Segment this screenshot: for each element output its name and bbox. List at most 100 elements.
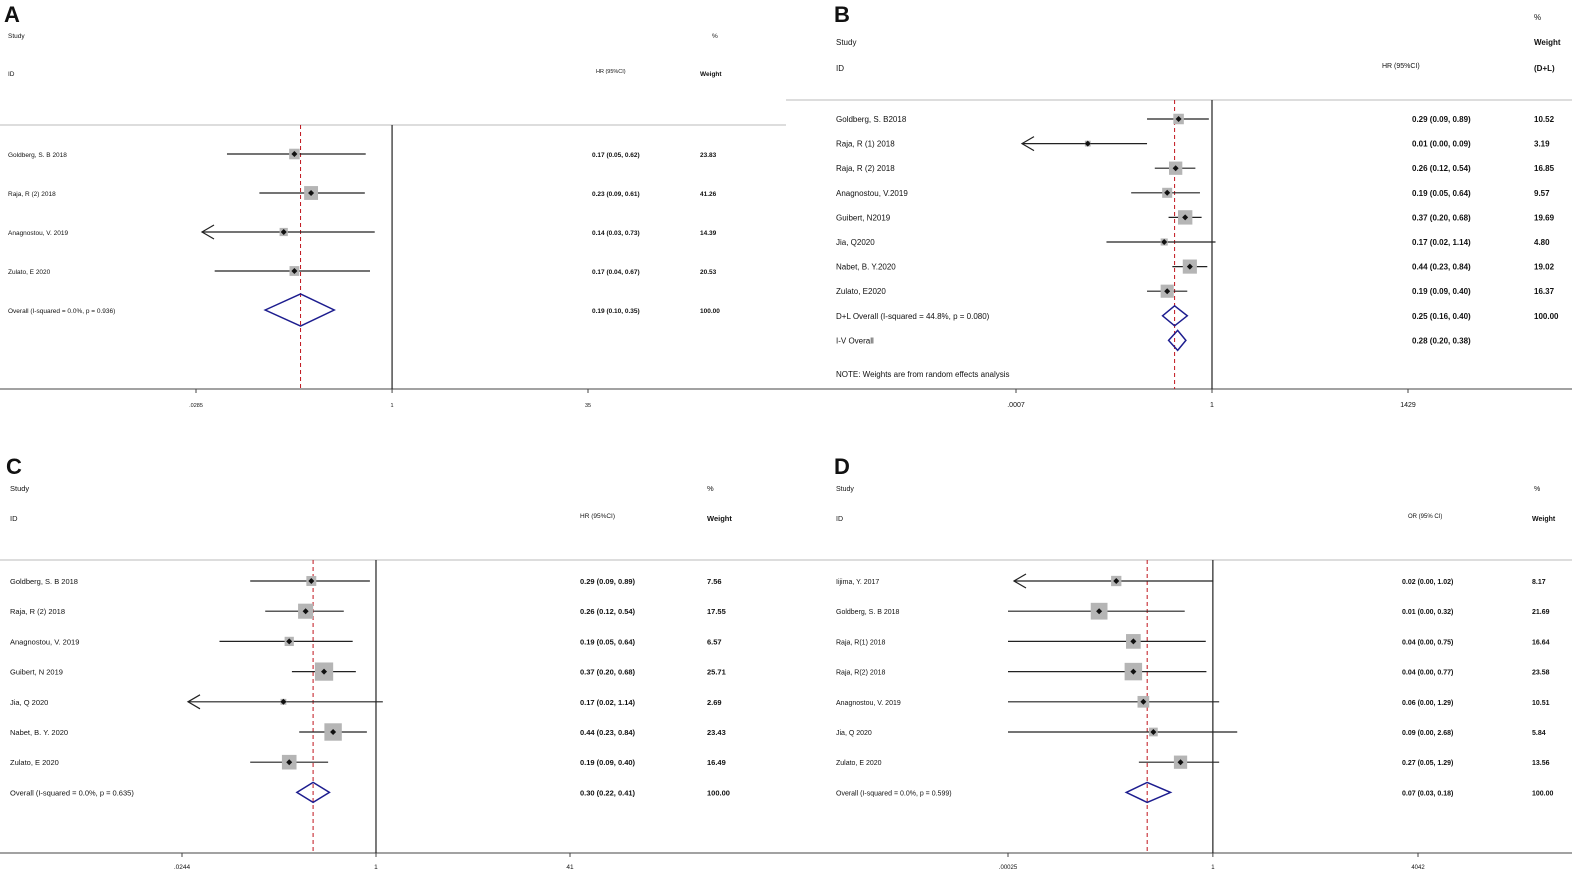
weight-value: 16.64 xyxy=(1532,639,1550,646)
pooled-weight-value: 100.00 xyxy=(700,308,720,315)
x-tick-label: 1429 xyxy=(1400,402,1416,409)
ci-value: 0.19 (0.05, 0.64) xyxy=(580,637,636,646)
ci-value: 0.17 (0.02, 1.14) xyxy=(1412,238,1471,247)
panel-letter: A xyxy=(4,2,20,27)
ci-value: 0.01 (0.00, 0.09) xyxy=(1412,140,1471,149)
pooled-row: I-V Overall 0.28 (0.20, 0.38) xyxy=(836,329,1471,352)
ci-arrow-icon xyxy=(200,224,215,240)
point-estimate xyxy=(308,190,315,196)
study-label: Raja, R (2) 2018 xyxy=(836,164,895,173)
study-label: Raja, R (1) 2018 xyxy=(836,140,895,149)
study-row: Raja, R (2) 2018 0.23 (0.09, 0.61) 41.26 xyxy=(8,186,717,200)
study-row: Anagnostou, V.2019 0.19 (0.05, 0.64) 9.57 xyxy=(836,187,1550,198)
pooled-diamond xyxy=(1124,781,1173,804)
forest-svg: A Study ID% Weight HR (95%CI) .0285 1 35 Goldber… xyxy=(0,2,786,409)
study-row: Jia, Q2020 0.17 (0.02, 1.14) 4.80 xyxy=(836,238,1550,247)
study-row: Jia, Q 2020 0.17 (0.02, 1.14) 2.69 xyxy=(10,694,722,710)
ci-value: 0.37 (0.20, 0.68) xyxy=(1412,213,1471,222)
ci-value: 0.27 (0.05, 1.29) xyxy=(1402,760,1453,767)
point-estimate xyxy=(1164,288,1171,295)
point-estimate xyxy=(1177,759,1184,766)
header-measure: HR (95%CI) xyxy=(580,513,615,520)
header-weight: Weight xyxy=(700,71,722,78)
forest-svg: D Study ID% Weight OR (95% CI) .00025 1 4042 Iij… xyxy=(786,454,1572,871)
pooled-diamond xyxy=(1161,304,1189,327)
ci-value: 0.26 (0.12, 0.54) xyxy=(580,607,636,616)
pooled-ci-value: 0.07 (0.03, 0.18) xyxy=(1402,790,1453,797)
pooled-ci-value: 0.28 (0.20, 0.38) xyxy=(1412,336,1471,345)
ci-value: 0.29 (0.09, 0.89) xyxy=(1412,115,1471,124)
study-row: Guibert, N2019 0.37 (0.20, 0.68) 19.69 xyxy=(836,210,1555,225)
pooled-ci-value: 0.25 (0.16, 0.40) xyxy=(1412,312,1471,321)
weight-value: 19.02 xyxy=(1534,263,1555,272)
header-study: Study xyxy=(836,486,854,493)
ci-value: 0.04 (0.00, 0.77) xyxy=(1402,670,1453,677)
x-tick-label: .0285 xyxy=(189,403,203,409)
pooled-diamond xyxy=(1167,329,1187,352)
weight-value: 21.69 xyxy=(1532,609,1550,616)
ci-value: 0.19 (0.05, 0.64) xyxy=(1412,189,1471,198)
ci-value: 0.06 (0.00, 1.29) xyxy=(1402,700,1453,707)
x-tick-label: .0244 xyxy=(174,864,191,871)
ci-value: 0.23 (0.09, 0.61) xyxy=(592,191,640,198)
ci-value: 0.04 (0.00, 0.75) xyxy=(1402,639,1453,646)
panel-letter: D xyxy=(834,454,850,479)
pooled-weight-value: 100.00 xyxy=(1534,312,1559,321)
ci-arrow-icon xyxy=(1020,136,1035,152)
point-estimate xyxy=(1164,189,1171,196)
point-estimate xyxy=(1182,214,1189,221)
study-row: Zulato, E 2020 0.27 (0.05, 1.29) 13.56 xyxy=(836,755,1550,769)
forest-plot-c: C Study ID% Weight HR (95%CI) .0244 1 41 Goldber… xyxy=(0,450,786,873)
weight-value: 16.49 xyxy=(707,758,726,767)
pooled-label: Overall (I-squared = 0.0%, p = 0.599) xyxy=(836,790,952,797)
x-tick-label: 1 xyxy=(1210,402,1214,409)
weight-value: 7.56 xyxy=(707,577,722,586)
pooled-diamond xyxy=(295,781,331,804)
study-label: Anagnostou, V. 2019 xyxy=(836,700,901,707)
pooled-label: I-V Overall xyxy=(836,336,874,345)
point-estimate xyxy=(1113,578,1120,584)
x-tick-label: 35 xyxy=(585,403,591,409)
study-label: Jia, Q 2020 xyxy=(10,698,48,707)
x-tick-label: 41 xyxy=(566,864,574,871)
point-estimate xyxy=(280,698,287,705)
x-tick-label: 1 xyxy=(391,403,394,409)
ci-value: 0.02 (0.00, 1.02) xyxy=(1402,579,1453,586)
point-estimate xyxy=(1186,263,1193,270)
study-label: Nabet, B. Y.2020 xyxy=(836,263,896,272)
weight-value: 14.39 xyxy=(700,230,717,237)
weight-value: 10.51 xyxy=(1532,700,1550,707)
forest-plot-b: B Study ID% Weight (D+L) HR (95%CI) .0007 1 1429… xyxy=(786,0,1572,420)
header-percent: % xyxy=(1534,13,1541,22)
study-row: Zulato, E 2020 0.17 (0.04, 0.67) 20.53 xyxy=(8,266,717,276)
point-estimate xyxy=(291,151,298,157)
pooled-label: Overall (I-squared = 0.0%, p = 0.635) xyxy=(10,788,134,797)
study-row: Raja, R(1) 2018 0.04 (0.00, 0.75) 16.64 xyxy=(836,634,1550,649)
panel-letter: C xyxy=(6,454,22,479)
study-label: Raja, R (2) 2018 xyxy=(8,191,56,198)
weight-value: 2.69 xyxy=(707,698,722,707)
study-row: Goldberg, S. B 2018 0.01 (0.00, 0.32) 21.6… xyxy=(836,602,1550,620)
ci-value: 0.29 (0.09, 0.89) xyxy=(580,577,636,586)
x-tick-label: 1 xyxy=(374,864,378,871)
forest-plot-a: A Study ID% Weight HR (95%CI) .0285 1 35 Goldber… xyxy=(0,0,786,420)
study-label: Raja, R(2) 2018 xyxy=(836,670,886,677)
weight-value: 4.80 xyxy=(1534,238,1550,247)
pooled-weight-value: 100.00 xyxy=(707,788,730,797)
header-study: Study xyxy=(10,484,29,493)
study-row: Goldberg, S. B 2018 0.29 (0.09, 0.89) 7.56 xyxy=(10,576,722,586)
x-tick-label: .0007 xyxy=(1007,402,1025,409)
weight-value: 41.26 xyxy=(700,191,717,198)
weight-value: 9.57 xyxy=(1534,189,1550,198)
note-text: NOTE: Weights are from random effects an… xyxy=(836,370,1010,379)
weight-value: 13.56 xyxy=(1532,760,1550,767)
pooled-label: D+L Overall (I-squared = 44.8%, p = 0.08… xyxy=(836,312,990,321)
study-label: Guibert, N2019 xyxy=(836,213,891,222)
header-id: ID xyxy=(8,71,15,78)
study-row: Anagnostou, V. 2019 0.06 (0.00, 1.29) 10.5… xyxy=(836,695,1550,708)
weight-value: 8.17 xyxy=(1532,579,1546,586)
study-row: Guibert, N 2019 0.37 (0.20, 0.68) 25.71 xyxy=(10,662,726,681)
point-estimate xyxy=(286,638,293,645)
header-id: ID xyxy=(836,64,844,73)
study-label: Anagnostou, V. 2019 xyxy=(8,230,69,237)
